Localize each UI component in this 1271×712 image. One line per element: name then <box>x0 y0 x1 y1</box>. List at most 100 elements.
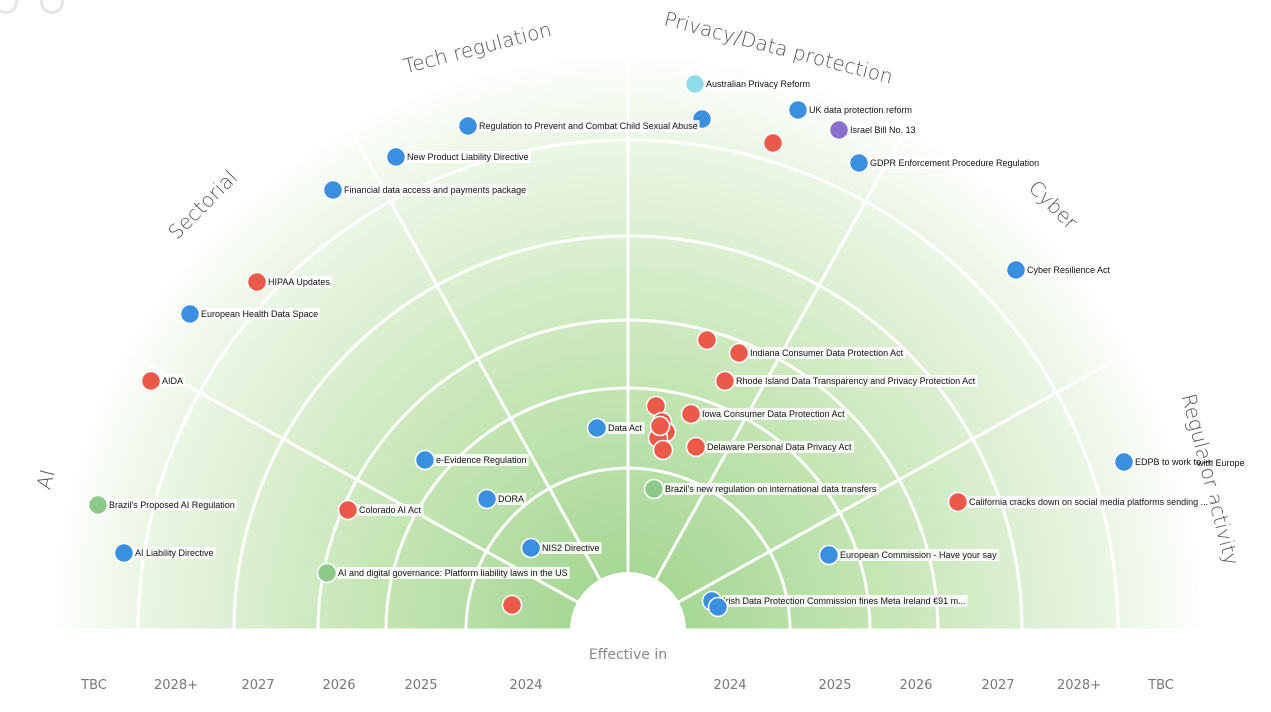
radar-blip[interactable] <box>246 271 268 293</box>
sector-divider-2 <box>349 128 602 580</box>
ring-label-right: TBC <box>1147 678 1174 693</box>
radar-blip[interactable] <box>140 370 162 392</box>
radar-blip[interactable] <box>707 596 729 618</box>
blip-label-bg <box>722 595 968 607</box>
blip-label-bg <box>200 308 321 320</box>
blip-label: EDPB to work to <box>1135 457 1201 467</box>
blip-label: California cracks down on social media p… <box>969 497 1208 507</box>
radar-blip[interactable] <box>685 436 707 458</box>
blip-label-bg <box>478 120 700 132</box>
radar-blip[interactable] <box>848 152 870 174</box>
radar-blip[interactable] <box>520 537 542 559</box>
radar-blip[interactable] <box>649 415 671 437</box>
ring-label-right: 2026 <box>899 678 932 693</box>
radar-blip[interactable] <box>414 449 436 471</box>
radar-blip[interactable] <box>818 544 840 566</box>
corner-control-left[interactable] <box>0 0 18 14</box>
blip-label: Colorado AI Act <box>359 505 422 515</box>
ring-label-left: 2024 <box>509 678 542 693</box>
blip-label-bg <box>358 504 424 516</box>
blip-label: AI and digital governance: Platform liab… <box>338 568 568 578</box>
blip-label: Regulation to Prevent and Combat Child S… <box>479 121 698 131</box>
radar-blip[interactable] <box>1113 451 1135 473</box>
radar-blip[interactable] <box>828 119 850 141</box>
ring-label-left: TBC <box>80 678 107 693</box>
corner-control-right[interactable] <box>40 0 64 14</box>
ring-label-left: 2026 <box>322 678 355 693</box>
radar-blip[interactable] <box>947 491 969 513</box>
blip-label-bg <box>968 496 1211 508</box>
blip-label: GDPR Enforcement Procedure Regulation <box>870 158 1039 168</box>
blip-label: European Commission - Have your say <box>840 550 997 560</box>
radar-blip[interactable] <box>787 99 809 121</box>
ring-label-left: 2027 <box>241 678 274 693</box>
sector-divider-1 <box>126 351 578 604</box>
radar-blip[interactable] <box>1005 259 1027 281</box>
radar-blip[interactable] <box>728 342 750 364</box>
blip-label-bg <box>869 157 1042 169</box>
radar-blip[interactable] <box>762 132 784 154</box>
blip-label: UK data protection reform <box>809 105 912 115</box>
blip-label: Israel Bill No. 13 <box>850 125 916 135</box>
blip-label: Cyber Resilience Act <box>1027 265 1111 275</box>
radar-blip[interactable] <box>113 542 135 564</box>
blip-label: Brazil's new regulation on international… <box>665 484 877 494</box>
radar-blip[interactable] <box>179 303 201 325</box>
blip-label: European Health Data Space <box>201 309 318 319</box>
blip-label-bg <box>161 375 186 387</box>
blip-label-bg <box>108 499 237 511</box>
blip-label-bg <box>607 422 645 434</box>
radar-blip[interactable] <box>501 594 523 616</box>
blip-label: AIDA <box>162 376 183 386</box>
blip-label-bg <box>839 549 1000 561</box>
blip-label: Delaware Personal Data Privacy Act <box>707 442 852 452</box>
blip-label-bg <box>735 375 978 387</box>
radar-blip[interactable] <box>714 370 736 392</box>
blip-label-bg <box>849 124 918 136</box>
blip-label: HIPAA Updates <box>268 277 330 287</box>
blip-label-bg <box>705 78 813 90</box>
blip-label-bg <box>406 151 531 163</box>
blip-label: Indiana Consumer Data Protection Act <box>750 348 904 358</box>
radar-blip[interactable] <box>696 329 718 351</box>
blip-label-bg <box>343 184 529 196</box>
blip-label: Data Act <box>608 423 643 433</box>
ring-label-left: 2025 <box>404 678 437 693</box>
radar-blip[interactable] <box>652 439 674 461</box>
blip-label-bg <box>1134 456 1204 468</box>
blip-label-bg <box>267 276 333 288</box>
radar-blip[interactable] <box>457 115 479 137</box>
blip-label: Irish Data Protection Commission fines M… <box>723 596 966 606</box>
radar-blip[interactable] <box>316 562 338 584</box>
radar-blip[interactable] <box>322 179 344 201</box>
ring-label-left: 2028+ <box>154 678 198 693</box>
sector-label: Cyber <box>1024 175 1083 234</box>
blip-label: Iowa Consumer Data Protection Act <box>702 409 845 419</box>
blip-label-bg <box>706 441 855 453</box>
blip-label: NIS2 Directive <box>542 543 600 553</box>
radar-blip[interactable] <box>385 146 407 168</box>
radar-blip[interactable] <box>680 403 702 425</box>
radar-blip[interactable] <box>684 73 706 95</box>
blip-label-bg <box>435 454 529 466</box>
blip-label-bg <box>541 542 602 554</box>
blip-label-bg <box>808 104 915 116</box>
ring-label-right: 2028+ <box>1057 678 1101 693</box>
blip-label: New Product Liability Directive <box>407 152 529 162</box>
blip-label-bg <box>701 408 848 420</box>
radar-center <box>570 572 686 630</box>
blip-label-bg <box>749 347 906 359</box>
radar-blip[interactable] <box>87 494 109 516</box>
blip-label: e-Evidence Regulation <box>436 455 527 465</box>
blip-label: AI Liability Directive <box>135 548 214 558</box>
radar-blip[interactable] <box>643 478 665 500</box>
blip-label-bg <box>337 567 570 579</box>
radar-blip[interactable] <box>476 488 498 510</box>
ring-label-right: 2027 <box>981 678 1014 693</box>
effective-in-label: Effective in <box>589 647 667 663</box>
radar-blip[interactable] <box>586 417 608 439</box>
blip-label: DORA <box>498 494 524 504</box>
blip-label: Australian Privacy Reform <box>706 79 810 89</box>
radar-blip[interactable] <box>337 499 359 521</box>
